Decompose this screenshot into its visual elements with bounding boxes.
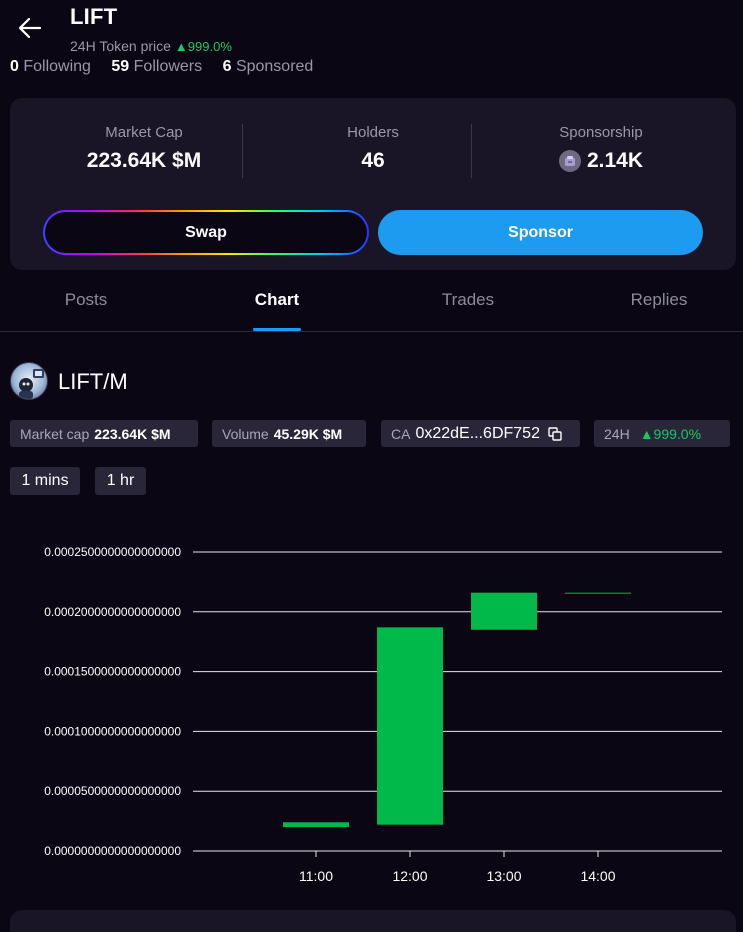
chip-24h-value: ▲999.0% bbox=[639, 425, 702, 442]
copy-icon[interactable] bbox=[548, 426, 562, 441]
contract-address-chip[interactable]: CA 0x22dE...6DF752 bbox=[381, 420, 580, 447]
interval-1-min[interactable]: 1 mins bbox=[10, 467, 80, 495]
social-counts: 0 Following 59 Followers 6 Sponsored bbox=[10, 58, 329, 76]
sponsorship-badge-icon bbox=[558, 150, 581, 172]
token-avatar bbox=[10, 362, 48, 400]
interval-1-hr[interactable]: 1 hr bbox=[95, 467, 146, 495]
swap-button-label: Swap bbox=[45, 212, 367, 253]
candle bbox=[377, 627, 443, 825]
sponsor-button[interactable]: Sponsor bbox=[378, 210, 703, 255]
followers-link[interactable]: 59 Followers bbox=[111, 58, 202, 75]
following-count: 0 bbox=[10, 58, 19, 75]
sponsored-link[interactable]: 6 Sponsored bbox=[223, 58, 314, 75]
chip-ca-label: CA bbox=[391, 425, 411, 442]
sponsorship-value: 2.14K bbox=[586, 149, 644, 172]
y-axis-tick-label: 0.0000000000000000000 bbox=[44, 844, 181, 858]
x-axis-tick-label: 12:00 bbox=[392, 868, 427, 884]
active-tab-indicator bbox=[253, 328, 301, 331]
y-axis-tick-label: 0.0002000000000000000 bbox=[44, 605, 181, 619]
chip-market-cap-value: 223.64K $M bbox=[94, 425, 171, 442]
x-axis-tick-label: 11:00 bbox=[299, 868, 333, 884]
subtitle-label: 24H Token price bbox=[70, 38, 171, 54]
sponsored-count: 6 bbox=[222, 58, 232, 75]
sponsorship-stat: Sponsorship 2.14K bbox=[486, 124, 716, 173]
bottom-panel bbox=[10, 910, 736, 932]
tab-chart[interactable]: Chart bbox=[254, 290, 300, 309]
following-link[interactable]: 0 Following bbox=[10, 58, 91, 75]
swap-button[interactable]: Swap bbox=[43, 210, 369, 255]
stat-divider bbox=[471, 124, 472, 178]
candle bbox=[565, 592, 631, 594]
token-title: LIFT bbox=[70, 4, 118, 29]
chip-24h-label: 24H bbox=[604, 425, 630, 442]
market-cap-value: 223.64K $M bbox=[86, 149, 202, 172]
token-price-subtitle: 24H Token price ▲999.0% bbox=[70, 38, 232, 54]
chip-volume-value: 45.29K $M bbox=[273, 425, 343, 442]
followers-count: 59 bbox=[111, 58, 130, 75]
tab-posts[interactable]: Posts bbox=[64, 290, 108, 309]
following-label: Following bbox=[23, 58, 91, 75]
market-cap-stat: Market Cap 223.64K $M bbox=[29, 124, 259, 173]
x-axis-tick-label: 14:00 bbox=[580, 868, 615, 884]
volume-chip: Volume 45.29K $M bbox=[212, 420, 366, 447]
contract-address: 0x22dE...6DF752 bbox=[415, 424, 540, 442]
y-axis-tick-label: 0.0002500000000000000 bbox=[44, 545, 181, 559]
candle bbox=[471, 592, 537, 630]
y-axis-tick-label: 0.0001000000000000000 bbox=[44, 724, 181, 738]
token-stats-card: Market Cap 223.64K $M Holders 46 Sponsor… bbox=[10, 98, 736, 270]
change-24h-chip: 24H ▲999.0% bbox=[594, 420, 730, 447]
price-chart[interactable]: 0.0000000000000000000 0.00005000000000000… bbox=[0, 520, 743, 900]
tab-trades[interactable]: Trades bbox=[441, 290, 495, 309]
y-axis-tick-label: 0.0000500000000000000 bbox=[44, 784, 181, 798]
followers-label: Followers bbox=[133, 58, 203, 75]
chip-volume-label: Volume bbox=[222, 425, 269, 442]
y-axis-tick-label: 0.0001500000000000000 bbox=[44, 665, 181, 679]
tab-replies[interactable]: Replies bbox=[630, 290, 688, 309]
sponsorship-label: Sponsorship bbox=[559, 124, 643, 141]
holders-label: Holders bbox=[347, 124, 399, 141]
chip-market-cap-label: Market cap bbox=[20, 425, 90, 442]
stat-divider bbox=[242, 124, 243, 178]
back-arrow-icon[interactable] bbox=[16, 14, 44, 42]
pair-name: LIFT/M bbox=[58, 369, 128, 394]
market-cap-chip: Market cap 223.64K $M bbox=[10, 420, 198, 447]
x-axis-tick-label: 13:00 bbox=[486, 868, 521, 884]
sponsored-label: Sponsored bbox=[235, 58, 314, 75]
price-change: ▲999.0% bbox=[174, 39, 232, 54]
market-cap-label: Market Cap bbox=[105, 124, 183, 141]
holders-stat: Holders 46 bbox=[258, 124, 488, 173]
candle bbox=[283, 822, 349, 828]
holders-value: 46 bbox=[361, 149, 385, 172]
content-tabs: Posts Chart Trades Replies bbox=[0, 280, 743, 332]
